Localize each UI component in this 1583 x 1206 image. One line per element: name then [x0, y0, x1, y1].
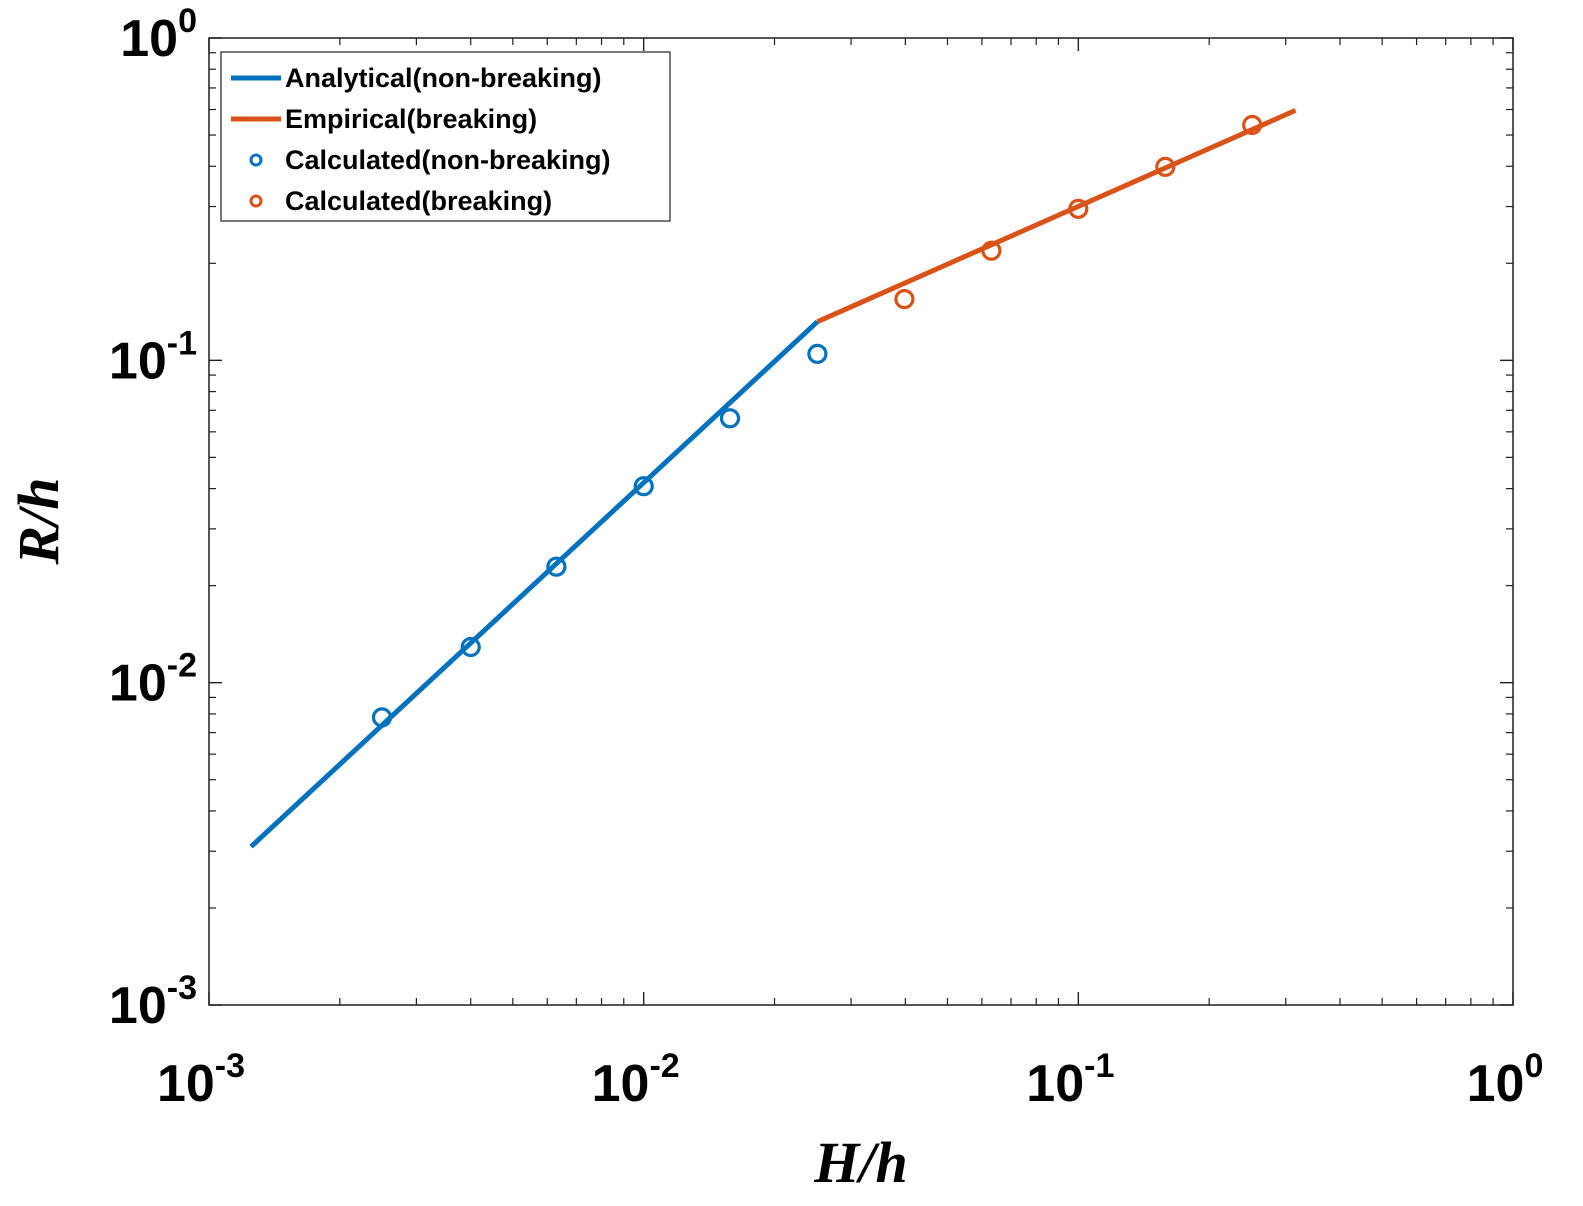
legend-entry: Calculated(breaking) — [249, 186, 552, 216]
legend-marker-swatch — [249, 194, 263, 208]
data-point — [807, 343, 828, 364]
data-point — [894, 289, 915, 310]
series-layer — [249, 108, 1297, 849]
major-ticks — [208, 37, 1514, 1006]
data-point — [460, 636, 481, 658]
series-2 — [816, 108, 1297, 324]
legend-entries: Analytical(non-breaking) Empirical(breaki… — [231, 63, 611, 216]
series-line — [816, 108, 1297, 324]
legend-marker-swatch — [249, 153, 263, 167]
data-point — [546, 556, 567, 577]
minor-ticks — [209, 38, 1513, 1005]
data-point — [1155, 156, 1176, 177]
x-tick-label: 100 — [1467, 1047, 1544, 1113]
legend-label: Calculated(breaking) — [285, 186, 552, 216]
x-axis-label: H/h — [813, 1130, 908, 1195]
legend: Analytical(non-breaking) Empirical(breaki… — [220, 51, 671, 222]
y-tick-label: 100 — [120, 2, 197, 68]
series-4 — [894, 114, 1263, 310]
legend-entry: Analytical(non-breaking) — [231, 63, 602, 93]
legend-entry: Calculated(non-breaking) — [249, 145, 611, 175]
legend-label: Empirical(breaking) — [285, 104, 537, 134]
series-1 — [249, 319, 820, 849]
y-tick-label: 10-1 — [109, 324, 197, 390]
y-tick-label: 10-3 — [109, 969, 197, 1035]
series-3 — [371, 343, 828, 728]
data-point — [1242, 114, 1263, 136]
x-tick-label: 10-1 — [1026, 1047, 1114, 1113]
legend-label: Analytical(non-breaking) — [285, 63, 602, 93]
x-tick-labels: 10-3 10-2 10-1 100 — [157, 1047, 1543, 1113]
data-point — [371, 707, 393, 728]
legend-box — [220, 51, 671, 222]
data-point — [719, 408, 741, 429]
series-line — [249, 319, 820, 849]
data-point — [1068, 198, 1089, 219]
legend-entry: Empirical(breaking) — [231, 104, 537, 134]
x-tick-label: 10-2 — [592, 1047, 680, 1113]
data-point — [633, 476, 654, 497]
x-tick-label: 10-3 — [157, 1047, 245, 1113]
y-axis-label: R/h — [6, 477, 71, 565]
data-point — [981, 240, 1002, 261]
y-tick-label: 10-2 — [109, 647, 197, 713]
legend-label: Calculated(non-breaking) — [285, 145, 611, 175]
y-tick-labels: 10-3 10-2 10-1 100 — [109, 2, 197, 1035]
